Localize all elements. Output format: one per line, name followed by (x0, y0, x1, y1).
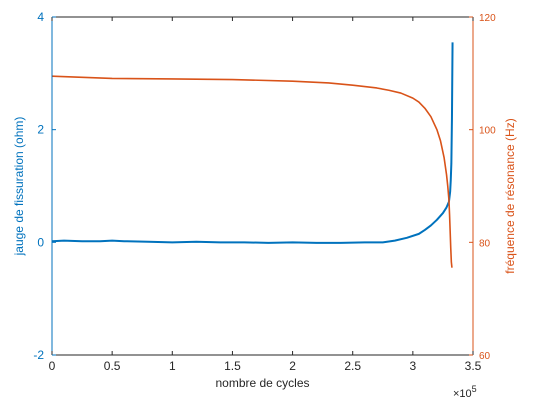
left-axis-label: jauge de fissuration (ohm) (12, 117, 26, 257)
plot-background (52, 17, 473, 355)
x-tick-label: 3 (410, 359, 417, 373)
left-tick-label: 0 (37, 235, 44, 249)
plot-area (52, 17, 473, 355)
axes: 0 0.5 1 1.5 2 2.5 3 3.5 -2 0 2 4 60 80 100 120 (33, 10, 496, 373)
series-group (51, 42, 454, 268)
x-tick-label: 1 (169, 359, 176, 373)
left-tick-label: -2 (33, 348, 44, 362)
series-line-right (51, 75, 453, 268)
x-axis-exponent: ×105 (453, 384, 477, 400)
right-tick-label: 80 (479, 238, 491, 249)
x-axis-label: nombre de cycles (215, 376, 309, 390)
right-tick-label: 100 (479, 126, 496, 137)
x-tick-label: 0 (49, 359, 56, 373)
right-tick-label: 120 (479, 13, 496, 24)
left-tick-label: 2 (37, 123, 44, 137)
right-axis-label: fréquence de résonance (Hz) (503, 118, 517, 273)
left-tick-label: 4 (37, 10, 44, 24)
x-tick-label: 0.5 (104, 359, 121, 373)
x-tick-label: 2 (289, 359, 296, 373)
right-tick-label: 60 (479, 351, 491, 362)
x-tick-label: 3.5 (465, 359, 482, 373)
x-tick-label: 1.5 (224, 359, 241, 373)
x-tick-label: 2.5 (344, 359, 361, 373)
